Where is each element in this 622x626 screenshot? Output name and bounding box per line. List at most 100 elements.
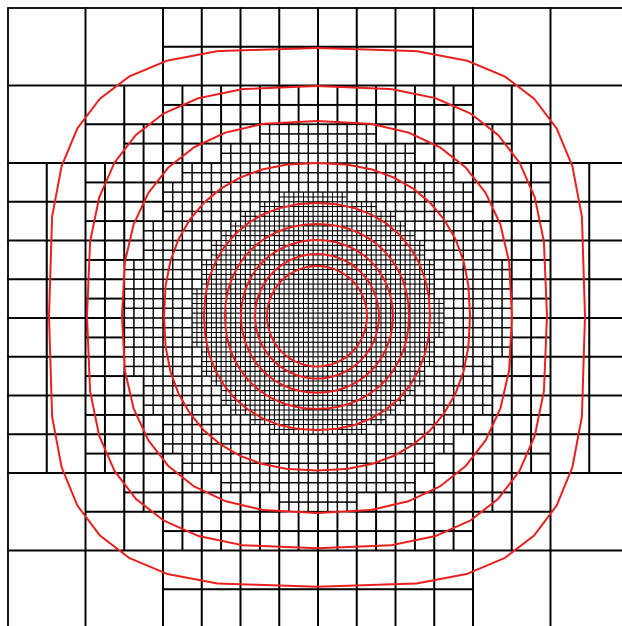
- mesh-cell: [162, 123, 184, 145]
- mesh-cell: [84, 549, 164, 626]
- mesh-cell: [293, 419, 300, 426]
- mesh-cell: [462, 249, 474, 261]
- mesh-cell: [244, 307, 251, 314]
- mesh-cell: [210, 244, 217, 251]
- mesh-cell: [530, 200, 552, 223]
- mesh-cell: [322, 259, 329, 266]
- mesh-cell: [278, 404, 285, 411]
- mesh-cell: [181, 297, 193, 309]
- mesh-cell: [385, 162, 397, 174]
- mesh-cell: [356, 346, 363, 353]
- mesh-cell: [491, 288, 503, 300]
- mesh-cell: [317, 452, 329, 464]
- mesh-cell: [414, 361, 421, 367]
- mesh-cell: [472, 84, 513, 126]
- mesh-cell: [409, 332, 416, 338]
- mesh-cell: [215, 351, 222, 358]
- mesh-cell: [322, 365, 329, 372]
- mesh-cell: [327, 409, 333, 416]
- mesh-cell: [409, 370, 416, 377]
- mesh-cell: [191, 365, 203, 377]
- mesh-cell: [230, 399, 237, 406]
- mesh-cell: [206, 361, 212, 367]
- mesh-cell: [370, 278, 377, 285]
- mesh-cell: [303, 215, 309, 222]
- mesh-cell: [341, 293, 348, 300]
- mesh-cell: [303, 414, 309, 421]
- mesh-cell: [259, 201, 266, 208]
- mesh-cell: [210, 423, 222, 435]
- mesh-cell: [327, 303, 333, 309]
- mesh-cell: [395, 312, 401, 319]
- mesh-cell: [142, 220, 154, 232]
- mesh-cell: [472, 220, 484, 232]
- mesh-cell: [152, 278, 164, 290]
- mesh-cell: [307, 206, 314, 212]
- mesh-cell: [239, 7, 281, 48]
- mesh-cell: [303, 346, 309, 353]
- mesh-cell: [278, 375, 285, 382]
- mesh-cell: [235, 351, 241, 358]
- mesh-cell: [394, 482, 406, 494]
- mesh-cell: [404, 220, 416, 232]
- mesh-cell: [317, 230, 324, 237]
- mesh-cell: [423, 230, 435, 242]
- mesh-cell: [385, 273, 392, 280]
- mesh-cell: [365, 249, 372, 256]
- mesh-cell: [123, 433, 145, 455]
- mesh-cell: [84, 452, 106, 474]
- mesh-cell: [249, 259, 256, 266]
- mesh-cell: [491, 375, 513, 397]
- mesh-cell: [346, 123, 358, 135]
- mesh-cell: [530, 355, 552, 378]
- mesh-cell: [385, 244, 392, 251]
- mesh-cell: [303, 322, 309, 329]
- mesh-cell: [482, 268, 494, 280]
- mesh-cell: [588, 355, 622, 397]
- mesh-cell: [298, 210, 304, 217]
- mesh-cell: [254, 254, 261, 261]
- mesh-cell: [336, 346, 343, 353]
- mesh-cell: [395, 327, 401, 333]
- mesh-cell: [240, 230, 246, 237]
- mesh-cell: [152, 385, 164, 397]
- mesh-cell: [307, 293, 314, 300]
- mesh-cell: [196, 327, 203, 333]
- mesh-cell: [288, 419, 295, 426]
- mesh-cell: [327, 273, 333, 280]
- mesh-cell: [210, 452, 222, 464]
- mesh-cell: [303, 206, 309, 212]
- mesh-cell: [346, 419, 353, 426]
- mesh-cell: [356, 293, 363, 300]
- mesh-cell: [322, 327, 329, 333]
- mesh-cell: [355, 530, 378, 552]
- mesh-cell: [278, 588, 319, 626]
- mesh-cell: [394, 588, 436, 626]
- mesh-cell: [283, 336, 290, 343]
- mesh-cell: [297, 462, 309, 474]
- mesh-cell: [588, 239, 622, 281]
- mesh-cell: [423, 443, 435, 455]
- mesh-cell: [399, 327, 406, 333]
- mesh-cell: [332, 283, 338, 290]
- mesh-cell: [269, 215, 275, 222]
- mesh-cell: [530, 452, 552, 474]
- mesh-cell: [288, 327, 295, 333]
- mesh-cell: [172, 288, 184, 300]
- mesh-cell: [322, 307, 329, 314]
- mesh-cell: [220, 365, 227, 372]
- mesh-cell: [273, 322, 280, 329]
- mesh-cell: [390, 215, 396, 222]
- mesh-cell: [385, 201, 397, 213]
- mesh-cell: [181, 423, 193, 435]
- mesh-cell: [336, 395, 343, 401]
- mesh-cell: [361, 283, 367, 290]
- mesh-cell: [472, 375, 484, 387]
- mesh-cell: [254, 341, 261, 348]
- mesh-cell: [259, 472, 271, 484]
- mesh-cell: [220, 462, 232, 474]
- mesh-cell: [254, 230, 261, 237]
- mesh-cell: [307, 443, 319, 455]
- mesh-cell: [201, 230, 213, 242]
- mesh-cell: [196, 317, 203, 324]
